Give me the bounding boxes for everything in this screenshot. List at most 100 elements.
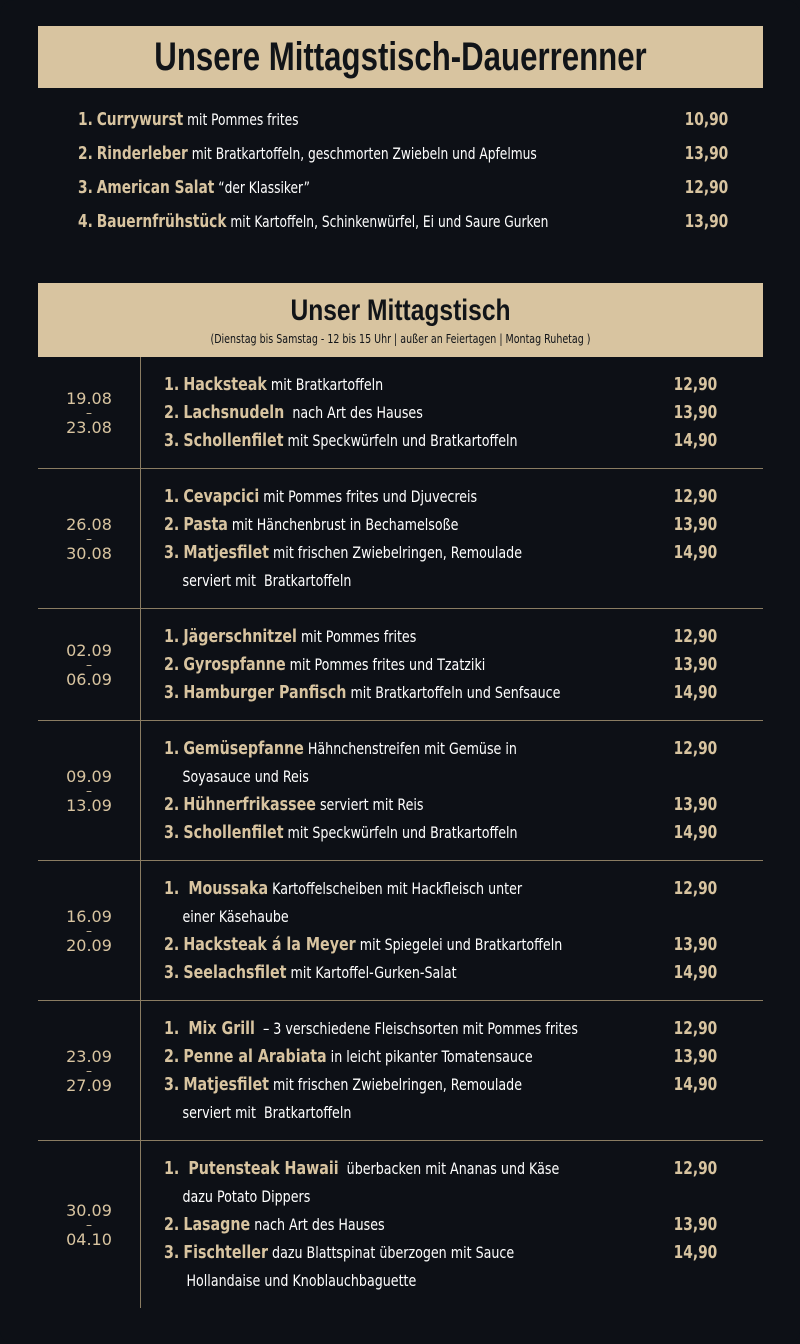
dish-number: 2. <box>164 514 180 535</box>
dish-description: mit Kartoffel-Gurken-Salat <box>286 963 457 982</box>
week-row: 30.09–04.10 1. Putensteak Hawaii überback… <box>38 1141 763 1308</box>
dish-number: 1. <box>164 738 180 759</box>
date-from: 16.09 <box>66 906 112 926</box>
dish-list: 1. Mix Grill – 3 verschiedene Fleischsor… <box>164 1001 717 1140</box>
dish-description-continued: Hollandaise und Knoblauchbaguette <box>182 1271 417 1290</box>
lunch-title: Unser Mittagstisch <box>290 294 511 327</box>
date-from: 26.08 <box>66 514 112 534</box>
dish-number: 2. <box>164 654 180 675</box>
classic-description: mit Pommes frites <box>183 110 299 129</box>
dish-price: 12,90 <box>673 738 717 759</box>
dish-number: 1. <box>164 1018 180 1039</box>
dish-name: Penne al Arabiata <box>183 1046 327 1067</box>
dish-name: Hacksteak á la Meyer <box>183 934 356 955</box>
dish-name: Hühnerfrikassee <box>183 794 316 815</box>
classic-number: 1. <box>78 109 93 130</box>
date-dash: – <box>86 783 92 798</box>
dish-item: 2. Hacksteak á la Meyer mit Spiegelei un… <box>164 931 717 959</box>
dish-price: 12,90 <box>673 1018 717 1039</box>
date-dash: – <box>86 405 92 420</box>
dish-number: 3. <box>164 962 180 983</box>
dish-item: 1. Hacksteak mit Bratkartoffeln 12,90 <box>164 371 717 399</box>
dish-name: Pasta <box>183 514 228 535</box>
dish-number: 1. <box>164 878 180 899</box>
classic-name: Rinderleber <box>96 143 188 164</box>
week-row: 09.09–13.09 1. Gemüsepfanne Hähnchenstrei… <box>38 721 763 861</box>
dish-description: mit Pommes frites und Tzatziki <box>285 655 486 674</box>
week-row: 23.09–27.09 1. Mix Grill – 3 verschiedene… <box>38 1001 763 1141</box>
week-row: 19.08–23.08 1. Hacksteak mit Bratkartoffe… <box>38 357 763 469</box>
dish-item: 2. Penne al Arabiata in leicht pikanter … <box>164 1043 717 1071</box>
dish-name: Matjesfilet <box>183 1074 269 1095</box>
dish-price: 14,90 <box>673 430 717 451</box>
weekly-menu-table: 19.08–23.08 1. Hacksteak mit Bratkartoffe… <box>38 357 763 1308</box>
week-date-range: 30.09–04.10 <box>38 1141 141 1308</box>
dish-description-continued: Soyasauce und Reis <box>182 767 309 786</box>
dish-description: mit Speckwürfeln und Bratkartoffeln <box>283 823 518 842</box>
dish-description-continued: serviert mit Bratkartoffeln <box>182 571 352 590</box>
classics-title: Unsere Mittagstisch-Dauerrenner <box>154 35 647 79</box>
dish-name: Schollenfilet <box>183 822 284 843</box>
dish-price: 13,90 <box>673 1046 717 1067</box>
dish-item: 1. Cevapcici mit Pommes frites und Djuve… <box>164 483 717 511</box>
classic-price: 13,90 <box>684 143 728 164</box>
date-dash: – <box>86 1063 92 1078</box>
classic-price: 10,90 <box>684 109 728 130</box>
dish-item: 2. Lachsnudeln nach Art des Hauses 13,90 <box>164 399 717 427</box>
week-date-range: 16.09–20.09 <box>38 861 141 1000</box>
dish-item: 3. Seelachsfilet mit Kartoffel-Gurken-Sa… <box>164 959 717 987</box>
dish-description: mit Pommes frites und Djuvecreis <box>259 487 478 506</box>
week-row: 02.09–06.09 1. Jägerschnitzel mit Pommes … <box>38 609 763 721</box>
dish-name: Gyrospfanne <box>183 654 286 675</box>
classic-price: 12,90 <box>684 177 728 198</box>
classic-number: 4. <box>78 211 93 232</box>
dish-description: Hähnchenstreifen mit Gemüse in <box>303 739 517 758</box>
dish-name: Lasagne <box>183 1214 251 1235</box>
dish-item: 3. Matjesfilet mit frischen Zwiebelringe… <box>164 539 717 595</box>
dish-price: 13,90 <box>673 654 717 675</box>
date-to: 04.10 <box>66 1229 112 1249</box>
dish-number: 3. <box>164 822 180 843</box>
dish-number: 3. <box>164 542 180 563</box>
dish-list: 1. Cevapcici mit Pommes frites und Djuve… <box>164 469 717 608</box>
date-to: 27.09 <box>66 1075 112 1095</box>
classic-number: 2. <box>78 143 93 164</box>
date-to: 23.08 <box>66 417 112 437</box>
dish-description: mit Spiegelei und Bratkartoffeln <box>355 935 563 954</box>
dish-number: 2. <box>164 934 180 955</box>
dish-price: 13,90 <box>673 1214 717 1235</box>
dish-number: 3. <box>164 430 180 451</box>
date-dash: – <box>86 657 92 672</box>
dish-price: 12,90 <box>673 878 717 899</box>
classic-name: American Salat <box>96 177 215 198</box>
dish-name: Lachsnudeln <box>183 402 285 423</box>
dish-number: 2. <box>164 1214 180 1235</box>
dish-item: 2. Pasta mit Hänchenbrust in Bechamelsoß… <box>164 511 717 539</box>
dish-description: mit Speckwürfeln und Bratkartoffeln <box>283 431 518 450</box>
dish-item: 1. Jägerschnitzel mit Pommes frites 12,90 <box>164 623 717 651</box>
dish-description: mit Hänchenbrust in Bechamelsoße <box>227 515 459 534</box>
dish-item: 3. Schollenfilet mit Speckwürfeln und Br… <box>164 819 717 847</box>
dish-description: – 3 verschiedene Fleischsorten mit Pomme… <box>254 1019 578 1038</box>
classic-description: mit Bratkartoffeln, geschmorten Zwiebeln… <box>187 144 537 163</box>
dish-name: Putensteak Hawaii <box>183 1158 339 1179</box>
classic-name: Bauernfrühstück <box>96 211 227 232</box>
dish-name: Moussaka <box>183 878 269 899</box>
dish-item: 3. Schollenfilet mit Speckwürfeln und Br… <box>164 427 717 455</box>
dish-name: Fischteller <box>183 1242 269 1263</box>
classic-item: 2. Rinderleber mit Bratkartoffeln, gesch… <box>78 139 728 173</box>
dish-item: 2. Lasagne nach Art des Hauses 13,90 <box>164 1211 717 1239</box>
dish-list: 1. Gemüsepfanne Hähnchenstreifen mit Gem… <box>164 721 717 860</box>
dish-price: 12,90 <box>673 626 717 647</box>
dish-description: nach Art des Hauses <box>250 1215 385 1234</box>
dish-price: 13,90 <box>673 514 717 535</box>
dish-description-continued: serviert mit Bratkartoffeln <box>182 1103 352 1122</box>
dish-item: 1. Mix Grill – 3 verschiedene Fleischsor… <box>164 1015 717 1043</box>
classic-price: 13,90 <box>684 211 728 232</box>
dish-description: mit Bratkartoffeln <box>266 375 384 394</box>
date-from: 02.09 <box>66 640 112 660</box>
classic-description: “der Klassiker” <box>214 178 310 197</box>
dish-number: 3. <box>164 682 180 703</box>
dish-name: Schollenfilet <box>183 430 284 451</box>
dish-item: 3. Matjesfilet mit frischen Zwiebelringe… <box>164 1071 717 1127</box>
